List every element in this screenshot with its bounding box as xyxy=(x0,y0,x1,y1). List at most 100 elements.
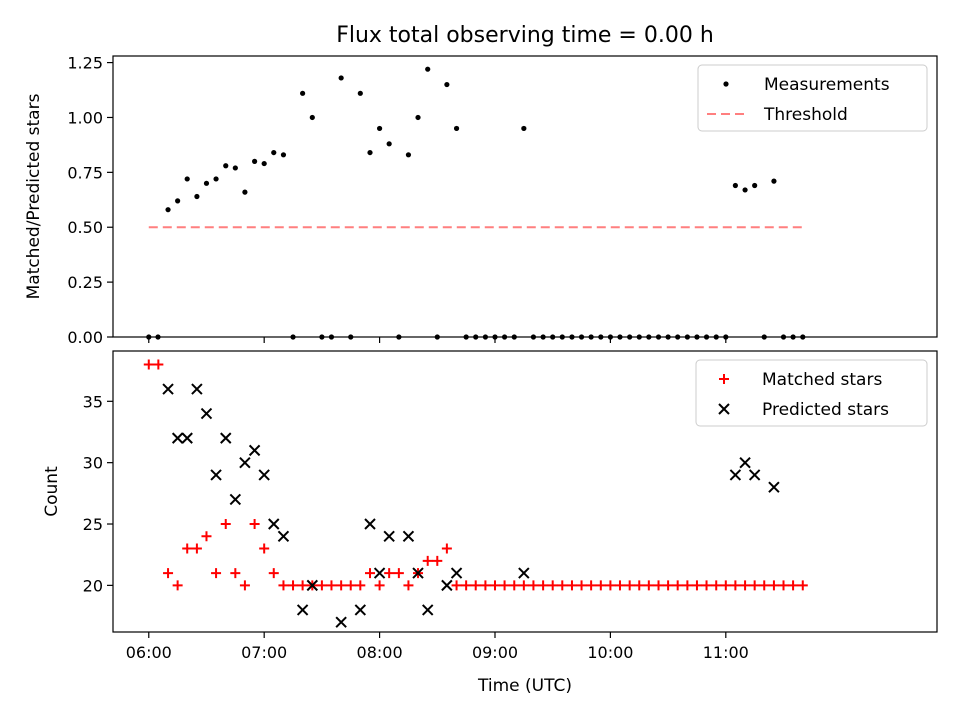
data-point xyxy=(739,456,751,469)
data-point xyxy=(316,580,327,591)
data-point xyxy=(434,334,440,340)
data-point xyxy=(453,125,460,132)
data-point xyxy=(550,334,556,340)
data-point xyxy=(450,567,463,579)
data-point xyxy=(277,530,290,542)
data-point xyxy=(422,604,434,616)
legend-label: Matched stars xyxy=(762,370,882,390)
data-point xyxy=(403,580,414,591)
data-point xyxy=(653,580,664,591)
data-point xyxy=(386,141,392,147)
legend: Matched stars Predicted stars xyxy=(695,359,928,427)
data-point xyxy=(175,198,181,204)
data-point xyxy=(271,149,277,156)
data-point xyxy=(492,334,498,340)
data-point xyxy=(229,493,242,506)
y-axis-label: Count xyxy=(42,466,62,517)
data-point xyxy=(790,334,796,340)
data-point xyxy=(348,334,354,340)
data-point xyxy=(191,543,202,554)
data-point xyxy=(143,359,154,370)
data-point xyxy=(740,580,751,591)
data-point xyxy=(432,555,443,566)
data-point xyxy=(171,432,184,444)
data-point xyxy=(268,518,280,530)
data-point xyxy=(701,580,712,591)
data-point xyxy=(499,580,510,591)
data-point xyxy=(165,207,171,213)
data-point xyxy=(153,359,164,370)
data-point xyxy=(461,580,472,591)
data-point xyxy=(730,580,741,591)
data-point xyxy=(778,580,789,591)
data-point xyxy=(749,580,760,591)
data-point xyxy=(367,149,373,156)
data-point xyxy=(547,580,558,591)
x-tick-label: 08:00 xyxy=(357,643,403,662)
data-point xyxy=(684,334,690,340)
data-point xyxy=(788,580,799,591)
data-point xyxy=(672,580,683,591)
data-point xyxy=(691,580,702,591)
data-point xyxy=(326,580,337,591)
data-point xyxy=(588,334,594,340)
data-point xyxy=(748,469,761,481)
data-point xyxy=(768,580,779,591)
data-point xyxy=(665,334,671,340)
data-point xyxy=(511,334,517,340)
series-measurements xyxy=(146,66,806,340)
data-point xyxy=(518,580,529,591)
data-point xyxy=(182,543,193,554)
data-point xyxy=(509,580,520,591)
data-point xyxy=(451,580,462,591)
data-point xyxy=(239,456,251,469)
data-point xyxy=(636,334,642,340)
data-point xyxy=(634,580,645,591)
data-point xyxy=(771,178,777,184)
data-point xyxy=(480,580,491,591)
data-point xyxy=(732,182,738,189)
data-point xyxy=(441,579,453,592)
data-point xyxy=(155,334,161,340)
data-point xyxy=(675,334,681,340)
data-point xyxy=(163,568,174,579)
data-point xyxy=(181,432,193,444)
data-point xyxy=(220,432,232,444)
data-point xyxy=(800,334,806,340)
y-tick-label: 0.25 xyxy=(67,273,103,292)
legend-label: Measurements xyxy=(764,75,890,95)
data-point xyxy=(268,568,279,579)
data-point xyxy=(211,568,222,579)
data-point xyxy=(278,580,289,591)
y-tick-label: 0.00 xyxy=(67,328,103,347)
data-point xyxy=(201,531,212,542)
data-point xyxy=(566,580,577,591)
data-point xyxy=(232,165,238,171)
data-point xyxy=(357,90,363,96)
data-point xyxy=(220,519,231,530)
data-point xyxy=(261,160,267,167)
data-point xyxy=(759,580,770,591)
data-point xyxy=(365,568,376,579)
data-point xyxy=(501,334,508,340)
data-point xyxy=(336,580,347,591)
data-point xyxy=(742,187,748,193)
data-point xyxy=(200,407,213,420)
data-point xyxy=(242,189,248,195)
data-point xyxy=(557,580,568,591)
chart-title: Flux total observing time = 0.00 h xyxy=(336,23,714,48)
data-point xyxy=(663,580,674,591)
data-point xyxy=(355,580,366,591)
y-tick-label: 35 xyxy=(83,392,103,411)
data-point xyxy=(376,125,383,132)
data-point xyxy=(354,604,367,616)
data-point xyxy=(213,176,219,182)
data-point xyxy=(530,334,537,340)
data-point xyxy=(393,568,404,579)
data-point xyxy=(328,334,335,340)
data-point xyxy=(720,580,731,591)
legend-marker xyxy=(718,403,730,415)
data-point xyxy=(194,193,200,200)
legend: Measurements Threshold xyxy=(697,64,928,132)
y-tick-label: 30 xyxy=(83,454,103,473)
